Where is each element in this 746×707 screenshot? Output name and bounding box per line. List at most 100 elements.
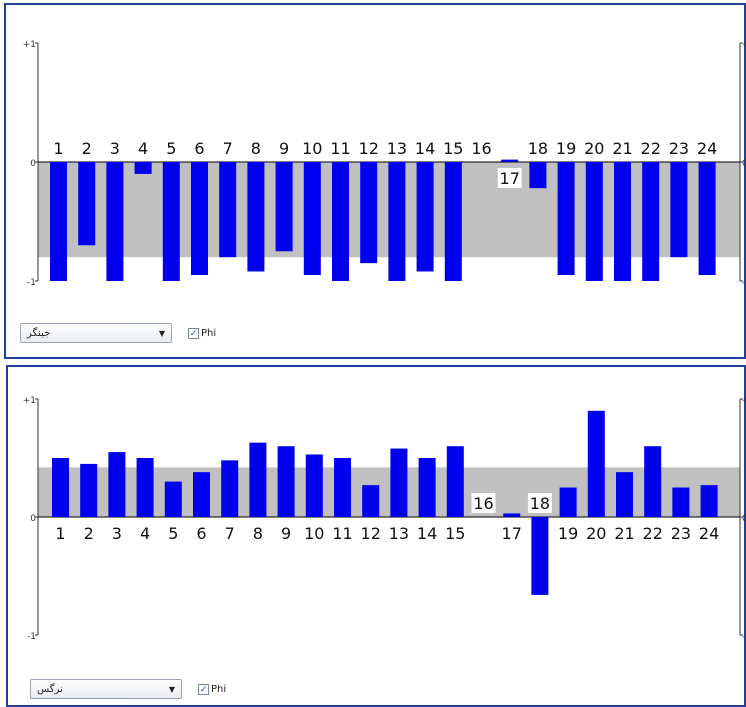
bar bbox=[247, 162, 265, 272]
category-label: 7 bbox=[225, 524, 235, 543]
bar bbox=[642, 162, 660, 281]
bar bbox=[670, 162, 688, 258]
bar bbox=[277, 446, 295, 517]
bar bbox=[162, 162, 180, 281]
category-label: 18 bbox=[528, 139, 548, 158]
category-label-bg bbox=[471, 493, 496, 513]
member-dropdown-1[interactable]: جینگر ▼ bbox=[20, 323, 172, 343]
bar-chart-2: +1+100-1-1123456789101112131415161718192… bbox=[23, 396, 746, 642]
y-tick-label-left: +1 bbox=[23, 396, 36, 406]
category-label: 5 bbox=[168, 524, 178, 543]
category-label: 21 bbox=[614, 524, 634, 543]
bar bbox=[388, 162, 406, 281]
category-label: 3 bbox=[110, 139, 120, 158]
bar bbox=[193, 472, 210, 517]
bar bbox=[78, 162, 96, 246]
bar bbox=[136, 458, 154, 517]
bar bbox=[334, 458, 351, 517]
y-tick-label-right: +1 bbox=[742, 40, 746, 50]
bar bbox=[559, 487, 577, 517]
category-label: 9 bbox=[281, 524, 291, 543]
category-label: 1 bbox=[53, 139, 63, 158]
category-label: 16 bbox=[473, 494, 493, 513]
dropdown-arrow-icon[interactable]: ▼ bbox=[158, 328, 165, 338]
bar bbox=[418, 458, 436, 517]
category-label-bg bbox=[527, 493, 552, 513]
bar bbox=[616, 472, 633, 517]
controls-2: نرگس ▼ ✓ Phi bbox=[30, 679, 226, 699]
category-label: 15 bbox=[445, 524, 465, 543]
y-tick-label-right: 0 bbox=[742, 159, 746, 169]
bar bbox=[585, 162, 603, 281]
y-tick-label-left: 0 bbox=[30, 514, 36, 524]
category-label: 12 bbox=[359, 139, 379, 158]
phi-toggle-1[interactable]: ✓ Phi bbox=[188, 327, 217, 339]
dropdown-arrow-icon[interactable]: ▼ bbox=[168, 684, 175, 694]
checkbox-icon[interactable]: ✓ bbox=[188, 327, 199, 339]
category-label: 24 bbox=[699, 524, 719, 543]
category-label: 20 bbox=[584, 139, 604, 158]
checkbox-icon[interactable]: ✓ bbox=[198, 683, 209, 695]
category-label: 14 bbox=[415, 139, 435, 158]
dropdown-value: نرگس bbox=[37, 683, 63, 695]
category-label: 23 bbox=[671, 524, 691, 543]
bar bbox=[305, 454, 323, 517]
y-tick-label-left: -1 bbox=[27, 278, 36, 288]
category-label: 11 bbox=[332, 524, 352, 543]
bar bbox=[444, 162, 462, 281]
category-label: 4 bbox=[138, 139, 148, 158]
bar bbox=[219, 162, 237, 258]
bar bbox=[390, 448, 408, 517]
category-label: 11 bbox=[330, 139, 350, 158]
checkbox-label: Phi bbox=[201, 327, 217, 339]
category-label: 19 bbox=[558, 524, 578, 543]
bar bbox=[362, 485, 380, 517]
bar bbox=[503, 513, 521, 517]
category-label: 14 bbox=[417, 524, 437, 543]
bar bbox=[332, 162, 349, 281]
bar bbox=[50, 162, 67, 281]
checkbox-label: Phi bbox=[211, 683, 227, 695]
member-dropdown-2[interactable]: نرگس ▼ bbox=[30, 679, 182, 699]
bar bbox=[446, 446, 464, 517]
category-label: 10 bbox=[304, 524, 324, 543]
bar bbox=[672, 487, 690, 517]
bar bbox=[360, 162, 378, 264]
bar bbox=[531, 517, 549, 595]
bar bbox=[191, 162, 208, 276]
category-label: 22 bbox=[643, 524, 663, 543]
category-label: 10 bbox=[302, 139, 322, 158]
category-label: 2 bbox=[84, 524, 94, 543]
y-tick-label-left: 0 bbox=[30, 159, 36, 169]
category-label: 15 bbox=[443, 139, 463, 158]
dropdown-value: جینگر bbox=[27, 327, 51, 339]
bar bbox=[700, 485, 718, 517]
bar bbox=[52, 458, 69, 517]
category-label: 4 bbox=[140, 524, 150, 543]
y-tick-label-right: -1 bbox=[742, 278, 746, 288]
category-label: 1 bbox=[55, 524, 65, 543]
bar bbox=[108, 452, 126, 517]
y-tick-label-right: -1 bbox=[742, 632, 746, 642]
bar bbox=[275, 162, 293, 252]
category-label: 7 bbox=[223, 139, 233, 158]
category-label: 24 bbox=[697, 139, 717, 158]
category-label: 21 bbox=[612, 139, 632, 158]
bar bbox=[106, 162, 124, 281]
bar bbox=[614, 162, 631, 281]
category-label: 8 bbox=[251, 139, 261, 158]
y-tick-label-left: +1 bbox=[23, 40, 36, 50]
category-label: 13 bbox=[389, 524, 409, 543]
bar bbox=[249, 442, 267, 517]
category-label: 17 bbox=[502, 524, 522, 543]
category-label: 9 bbox=[279, 139, 289, 158]
category-label: 19 bbox=[556, 139, 576, 158]
bar bbox=[698, 162, 716, 276]
y-tick-label-left: -1 bbox=[27, 632, 36, 642]
category-label: 23 bbox=[669, 139, 689, 158]
category-label: 13 bbox=[387, 139, 407, 158]
y-tick-label-right: +1 bbox=[742, 396, 746, 406]
category-label-bg bbox=[497, 168, 522, 188]
phi-toggle-2[interactable]: ✓ Phi bbox=[198, 683, 227, 695]
bar bbox=[501, 159, 519, 162]
